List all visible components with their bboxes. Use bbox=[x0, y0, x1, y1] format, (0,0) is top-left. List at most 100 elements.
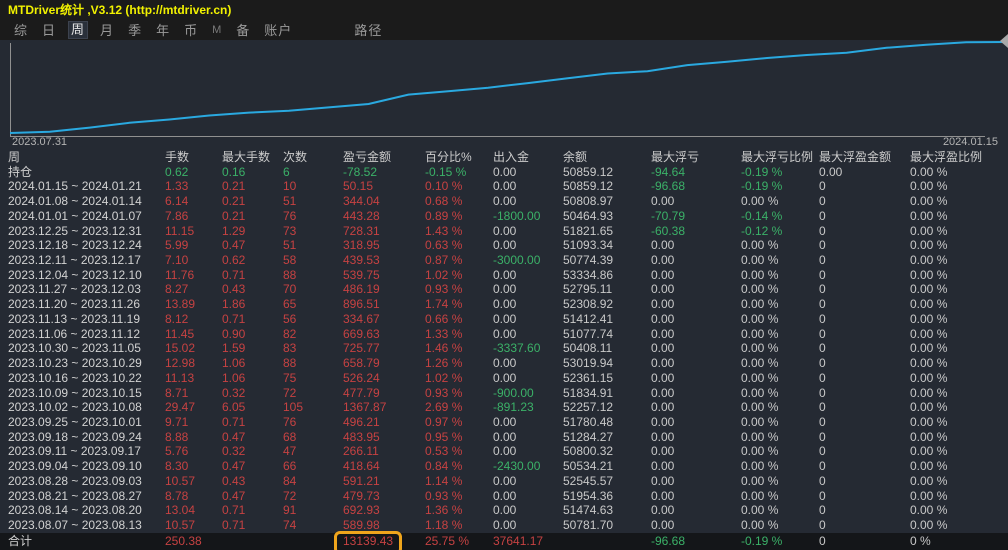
cell: 0.00 % bbox=[910, 341, 948, 356]
table-row[interactable]: 2023.08.07 ~ 2023.08.13 10.57 0.71 74 589.98… bbox=[0, 518, 1008, 533]
cell: 728.31 bbox=[343, 223, 380, 238]
table-row[interactable]: 2023.10.30 ~ 2023.11.05 15.02 1.59 83 725.77… bbox=[0, 341, 1008, 356]
table-row[interactable]: 2023.11.27 ~ 2023.12.03 8.27 0.43 70 486.19 0… bbox=[0, 282, 1008, 297]
cell: 5.76 bbox=[165, 444, 189, 459]
total-row-content[interactable]: 合计 250.38 13139.43 25.75 % 37641.17 -96.68 -0.… bbox=[0, 531, 1008, 550]
menu-item-周[interactable]: 周 bbox=[68, 21, 89, 39]
table-row[interactable]: 2023.12.18 ~ 2023.12.24 5.99 0.47 51 318.95 0… bbox=[0, 238, 1008, 253]
table-row[interactable]: 2023.12.11 ~ 2023.12.17 7.10 0.62 58 439.53 0… bbox=[0, 253, 1008, 268]
cell: 1.59 bbox=[222, 341, 246, 356]
cell: 0.00 bbox=[493, 297, 517, 312]
table-row[interactable]: 2023.10.09 ~ 2023.10.15 8.71 0.32 72 477.79 0… bbox=[0, 386, 1008, 401]
cell: 0.00 % bbox=[910, 326, 948, 341]
table-row[interactable]: 2023.11.13 ~ 2023.11.19 8.12 0.71 56 334.67 0… bbox=[0, 312, 1008, 327]
table-row[interactable]: 2023.10.23 ~ 2023.10.29 12.98 1.06 88 658.79… bbox=[0, 356, 1008, 371]
table-row[interactable]: 2023.09.18 ~ 2023.09.24 8.88 0.47 68 483.95 0… bbox=[0, 430, 1008, 445]
cell: 51954.36 bbox=[563, 488, 614, 503]
cell: 0.00 bbox=[493, 414, 517, 429]
cell: -2430.00 bbox=[493, 459, 541, 474]
table-row[interactable]: 2023.10.02 ~ 2023.10.08 29.47 6.05 105 1367.… bbox=[0, 400, 1008, 415]
table-row[interactable]: 2023.12.25 ~ 2023.12.31 11.15 1.29 73 728.31… bbox=[0, 224, 1008, 239]
cell: 0.87 % bbox=[425, 253, 463, 268]
table-row[interactable]: 2023.11.06 ~ 2023.11.12 11.45 0.90 82 669.63… bbox=[0, 327, 1008, 342]
cell: 0.89 % bbox=[425, 208, 463, 223]
table-row[interactable]: 2024.01.15 ~ 2024.01.21 1.33 0.21 10 50.15 0.… bbox=[0, 179, 1008, 194]
title-bar: MTDriver统计 ,V3.12 (http://mtdriver.cn) bbox=[0, 0, 1008, 20]
cell: 669.63 bbox=[343, 326, 380, 341]
cell: 11.15 bbox=[165, 223, 195, 238]
row-label: 2023.10.16 ~ 2023.10.22 bbox=[8, 370, 142, 385]
table-row[interactable]: 2023.11.20 ~ 2023.11.26 13.89 1.86 65 896.51… bbox=[0, 297, 1008, 312]
cell: 0.21 bbox=[222, 208, 246, 223]
column-header-0: 周 bbox=[8, 150, 21, 164]
menu-item-季[interactable]: 季 bbox=[128, 22, 143, 38]
menu-item-月[interactable]: 月 bbox=[100, 22, 115, 38]
table-row[interactable]: 2023.09.04 ~ 2023.09.10 8.30 0.47 66 418.64 0… bbox=[0, 459, 1008, 474]
cell: 344.04 bbox=[343, 194, 380, 209]
cell: -3337.60 bbox=[493, 341, 541, 356]
row-label: 2023.09.25 ~ 2023.10.01 bbox=[8, 414, 142, 429]
cell: 0 bbox=[819, 414, 826, 429]
cell: 52545.57 bbox=[563, 473, 614, 488]
table-row[interactable]: 2023.08.21 ~ 2023.08.27 8.78 0.47 72 479.73 0… bbox=[0, 489, 1008, 504]
cell: 0.00 bbox=[493, 473, 517, 488]
cell: 477.79 bbox=[343, 385, 380, 400]
table-header: 周 手数 最大手数 次数 盈亏金额 百分比% 出入金 余额 最大浮亏 最大浮亏比例 最大浮盈金额 最大… bbox=[0, 150, 1008, 165]
menu-item-年[interactable]: 年 bbox=[156, 22, 171, 38]
menu-item-综[interactable]: 综 bbox=[14, 22, 29, 38]
cell: 0 bbox=[819, 356, 826, 371]
cell: 0.00 % bbox=[910, 503, 948, 518]
cell bbox=[563, 533, 651, 550]
cell: 0.00 % bbox=[910, 429, 948, 444]
cell: 73 bbox=[283, 223, 297, 238]
table-row[interactable]: 2024.01.01 ~ 2024.01.07 7.86 0.21 76 443.28 0… bbox=[0, 209, 1008, 224]
cell: 0.00 % bbox=[910, 370, 948, 385]
menu-items: 综日周月季年币 M 备账户 路径 bbox=[0, 20, 1008, 40]
cell: 51077.74 bbox=[563, 326, 614, 341]
x-axis-end-label: 2024.01.15 bbox=[942, 136, 998, 148]
cell: 0 bbox=[819, 208, 826, 223]
total-band: 合计 250.38 13139.43 25.75 % 37641.17 -96.68 -0.… bbox=[0, 531, 1008, 550]
column-header-4: 盈亏金额 bbox=[343, 150, 392, 164]
cell: 0.00 bbox=[651, 400, 675, 415]
cell: 50808.97 bbox=[563, 194, 614, 209]
cell: 50859.12 bbox=[563, 164, 614, 179]
stats-table: 周 手数 最大手数 次数 盈亏金额 百分比% 出入金 余额 最大浮亏 最大浮亏比例 最大浮盈金额 最大… bbox=[0, 150, 1008, 547]
table-row[interactable]: 2023.08.28 ~ 2023.09.03 10.57 0.43 84 591.21… bbox=[0, 474, 1008, 489]
cell: -96.68 bbox=[651, 534, 686, 548]
menu-item-账户[interactable]: 账户 bbox=[264, 22, 293, 38]
row-label: 2023.08.07 ~ 2023.08.13 bbox=[8, 517, 142, 532]
table-row[interactable]: 2023.09.25 ~ 2023.10.01 9.71 0.71 76 496.21 0… bbox=[0, 415, 1008, 430]
cell: 0.00 % bbox=[741, 385, 779, 400]
cell: 0.10 % bbox=[425, 179, 463, 194]
cell: 0 bbox=[819, 297, 826, 312]
scrollbar-arrow-icon[interactable] bbox=[1000, 34, 1008, 48]
table-row[interactable]: 2023.09.11 ~ 2023.09.17 5.76 0.32 47 266.11 0… bbox=[0, 444, 1008, 459]
menu-item-日[interactable]: 日 bbox=[42, 22, 57, 38]
menu-item-币[interactable]: 币 bbox=[184, 22, 199, 38]
cell: 0.00 % bbox=[741, 488, 779, 503]
menu-item-path[interactable]: 路径 bbox=[354, 22, 383, 38]
cell: 0 bbox=[819, 503, 826, 518]
table-row[interactable]: 2023.12.04 ~ 2023.12.10 11.76 0.71 88 539.75… bbox=[0, 268, 1008, 283]
cell: 8.12 bbox=[165, 311, 189, 326]
menu-item-M[interactable]: M bbox=[212, 23, 223, 36]
table-row[interactable]: 2023.10.16 ~ 2023.10.22 11.13 1.06 75 526.24… bbox=[0, 371, 1008, 386]
cell: 0.00 % bbox=[741, 400, 779, 415]
cell: 50534.21 bbox=[563, 459, 614, 474]
table-row[interactable]: 持仓 0.62 0.16 6 -78.52 -0.15 % 0.00 50859.12 -94.… bbox=[0, 165, 1008, 180]
row-label: 2023.10.02 ~ 2023.10.08 bbox=[8, 400, 142, 415]
cell: 52795.11 bbox=[563, 282, 613, 297]
cell: -96.68 bbox=[651, 179, 686, 194]
cell: 0.68 % bbox=[425, 194, 463, 209]
cell: 0.00 bbox=[493, 429, 517, 444]
cell: 443.28 bbox=[343, 208, 380, 223]
equity-chart: 2023.07.31 2024.01.15 bbox=[0, 34, 1008, 150]
cell: 0.32 bbox=[222, 444, 246, 459]
cell: 0.00 % bbox=[741, 253, 779, 268]
cell: 0 bbox=[819, 282, 826, 297]
table-row[interactable]: 2023.08.14 ~ 2023.08.20 13.04 0.71 91 692.93… bbox=[0, 503, 1008, 518]
cell: 1.14 % bbox=[425, 473, 463, 488]
table-row[interactable]: 2024.01.08 ~ 2024.01.14 6.14 0.21 51 344.04 0… bbox=[0, 194, 1008, 209]
menu-item-备[interactable]: 备 bbox=[236, 22, 251, 38]
